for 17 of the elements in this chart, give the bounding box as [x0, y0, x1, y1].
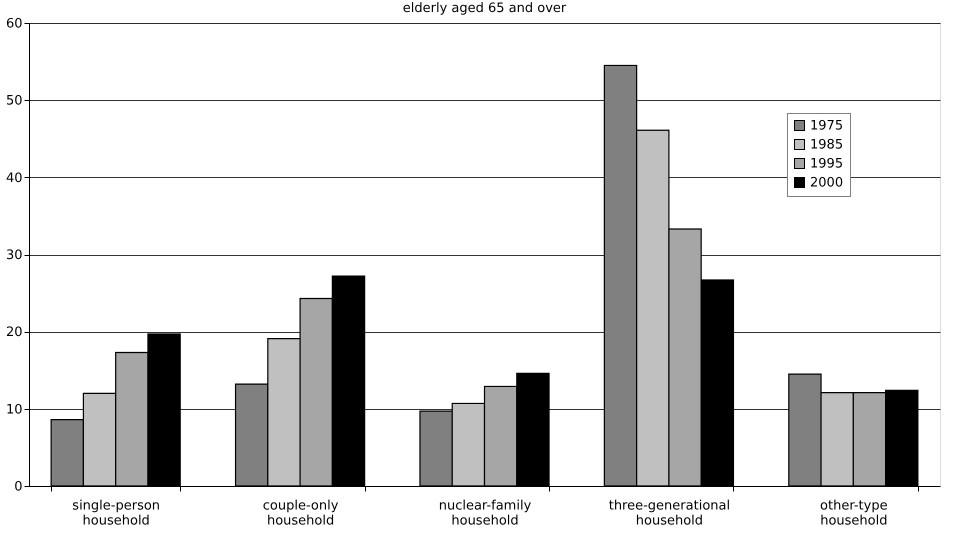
legend-label: 1995	[810, 156, 844, 172]
x-tick-label: nuclear-family household	[438, 498, 532, 528]
legend-label: 1975	[810, 118, 844, 134]
y-tick-label: 40	[6, 170, 22, 186]
y-tick-label: 20	[6, 325, 22, 340]
chart-title: elderly aged 65 and over	[402, 1, 567, 16]
x-tick-label: couple-only household	[262, 498, 339, 528]
y-tick-label: 50	[6, 94, 22, 109]
y-tick-label: 10	[6, 402, 22, 418]
y-tick-label: 60	[6, 16, 22, 32]
x-tick-label: other-type household	[820, 498, 888, 528]
legend-label: 1985	[810, 138, 844, 152]
y-tick-label: 30	[6, 248, 22, 263]
legend-label: 2000	[810, 176, 844, 190]
y-tick-label: 0	[14, 480, 22, 494]
x-tick-label: three-generational household	[608, 498, 730, 528]
x-tick-label: single-person household	[72, 498, 160, 528]
